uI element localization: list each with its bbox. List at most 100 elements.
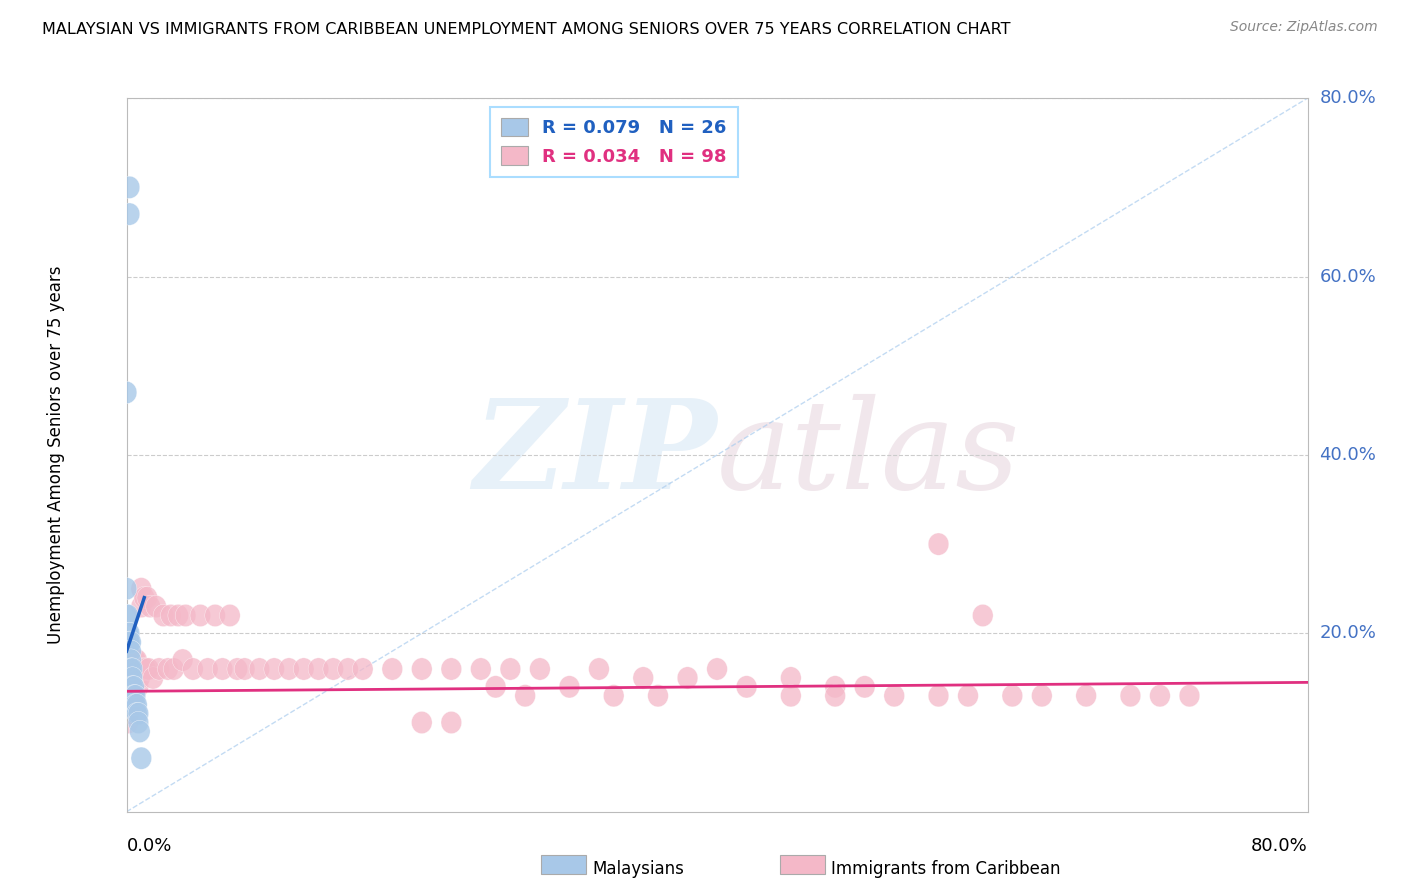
Text: Malaysians: Malaysians (592, 860, 683, 878)
Ellipse shape (122, 658, 143, 680)
Ellipse shape (117, 703, 136, 724)
Ellipse shape (118, 694, 138, 715)
Ellipse shape (128, 703, 149, 724)
Ellipse shape (121, 658, 141, 680)
Ellipse shape (120, 632, 139, 653)
Ellipse shape (957, 685, 979, 706)
Ellipse shape (884, 685, 904, 706)
Ellipse shape (121, 694, 141, 715)
Ellipse shape (678, 667, 697, 689)
Ellipse shape (125, 685, 146, 706)
Ellipse shape (353, 658, 373, 680)
Ellipse shape (264, 658, 284, 680)
Ellipse shape (120, 203, 139, 226)
Ellipse shape (135, 658, 156, 680)
Ellipse shape (560, 676, 579, 698)
Ellipse shape (120, 623, 139, 644)
Ellipse shape (501, 658, 520, 680)
Ellipse shape (197, 658, 218, 680)
Legend: R = 0.079   N = 26, R = 0.034   N = 98: R = 0.079 N = 26, R = 0.034 N = 98 (489, 107, 738, 177)
Ellipse shape (226, 658, 247, 680)
Ellipse shape (1076, 685, 1097, 706)
Ellipse shape (146, 596, 166, 617)
Ellipse shape (117, 685, 136, 706)
Ellipse shape (143, 667, 163, 689)
Ellipse shape (530, 658, 550, 680)
Ellipse shape (139, 596, 160, 617)
Text: Immigrants from Caribbean: Immigrants from Caribbean (831, 860, 1060, 878)
Ellipse shape (441, 712, 461, 733)
Ellipse shape (825, 676, 845, 698)
Ellipse shape (120, 676, 139, 698)
Ellipse shape (337, 658, 359, 680)
Ellipse shape (129, 667, 150, 689)
Ellipse shape (603, 685, 624, 706)
Ellipse shape (122, 658, 143, 680)
Ellipse shape (120, 685, 139, 706)
Ellipse shape (1150, 685, 1170, 706)
Ellipse shape (117, 382, 136, 403)
Ellipse shape (249, 658, 270, 680)
Ellipse shape (129, 721, 150, 742)
Ellipse shape (131, 747, 152, 769)
Ellipse shape (117, 578, 136, 599)
Ellipse shape (928, 685, 949, 706)
Ellipse shape (633, 667, 654, 689)
Ellipse shape (124, 658, 145, 680)
Ellipse shape (121, 685, 141, 706)
Ellipse shape (160, 605, 181, 626)
Text: 60.0%: 60.0% (1319, 268, 1376, 285)
Ellipse shape (124, 667, 145, 689)
Ellipse shape (122, 676, 143, 698)
Ellipse shape (118, 685, 138, 706)
Ellipse shape (127, 703, 148, 724)
Ellipse shape (1032, 685, 1052, 706)
Text: 80.0%: 80.0% (1319, 89, 1376, 107)
Text: Source: ZipAtlas.com: Source: ZipAtlas.com (1230, 20, 1378, 34)
Ellipse shape (648, 685, 668, 706)
Ellipse shape (1002, 685, 1022, 706)
Ellipse shape (132, 658, 153, 680)
Ellipse shape (120, 667, 139, 689)
Ellipse shape (737, 676, 756, 698)
Ellipse shape (323, 658, 343, 680)
Ellipse shape (131, 578, 152, 599)
Ellipse shape (128, 658, 149, 680)
Ellipse shape (928, 533, 949, 555)
Text: 20.0%: 20.0% (1319, 624, 1376, 642)
Ellipse shape (412, 712, 432, 733)
Ellipse shape (183, 658, 204, 680)
Ellipse shape (167, 605, 188, 626)
Ellipse shape (780, 685, 801, 706)
Ellipse shape (134, 587, 155, 608)
Ellipse shape (118, 676, 138, 698)
Ellipse shape (173, 649, 193, 671)
Ellipse shape (1180, 685, 1199, 706)
Ellipse shape (382, 658, 402, 680)
Text: ZIP: ZIP (474, 394, 717, 516)
Ellipse shape (138, 658, 159, 680)
Ellipse shape (780, 667, 801, 689)
Ellipse shape (122, 667, 143, 689)
Ellipse shape (219, 605, 240, 626)
Ellipse shape (153, 605, 174, 626)
Ellipse shape (121, 676, 141, 698)
Text: atlas: atlas (717, 394, 1021, 516)
Ellipse shape (157, 658, 179, 680)
Ellipse shape (131, 596, 152, 617)
Ellipse shape (294, 658, 314, 680)
Ellipse shape (117, 694, 136, 715)
Ellipse shape (118, 712, 138, 733)
Ellipse shape (120, 177, 139, 199)
Ellipse shape (120, 703, 139, 724)
Ellipse shape (124, 676, 145, 698)
Ellipse shape (1121, 685, 1140, 706)
Ellipse shape (136, 587, 157, 608)
Ellipse shape (190, 605, 211, 626)
Ellipse shape (176, 605, 195, 626)
Ellipse shape (118, 605, 138, 626)
Ellipse shape (121, 667, 141, 689)
Ellipse shape (125, 667, 146, 689)
Ellipse shape (855, 676, 875, 698)
Ellipse shape (212, 658, 233, 680)
